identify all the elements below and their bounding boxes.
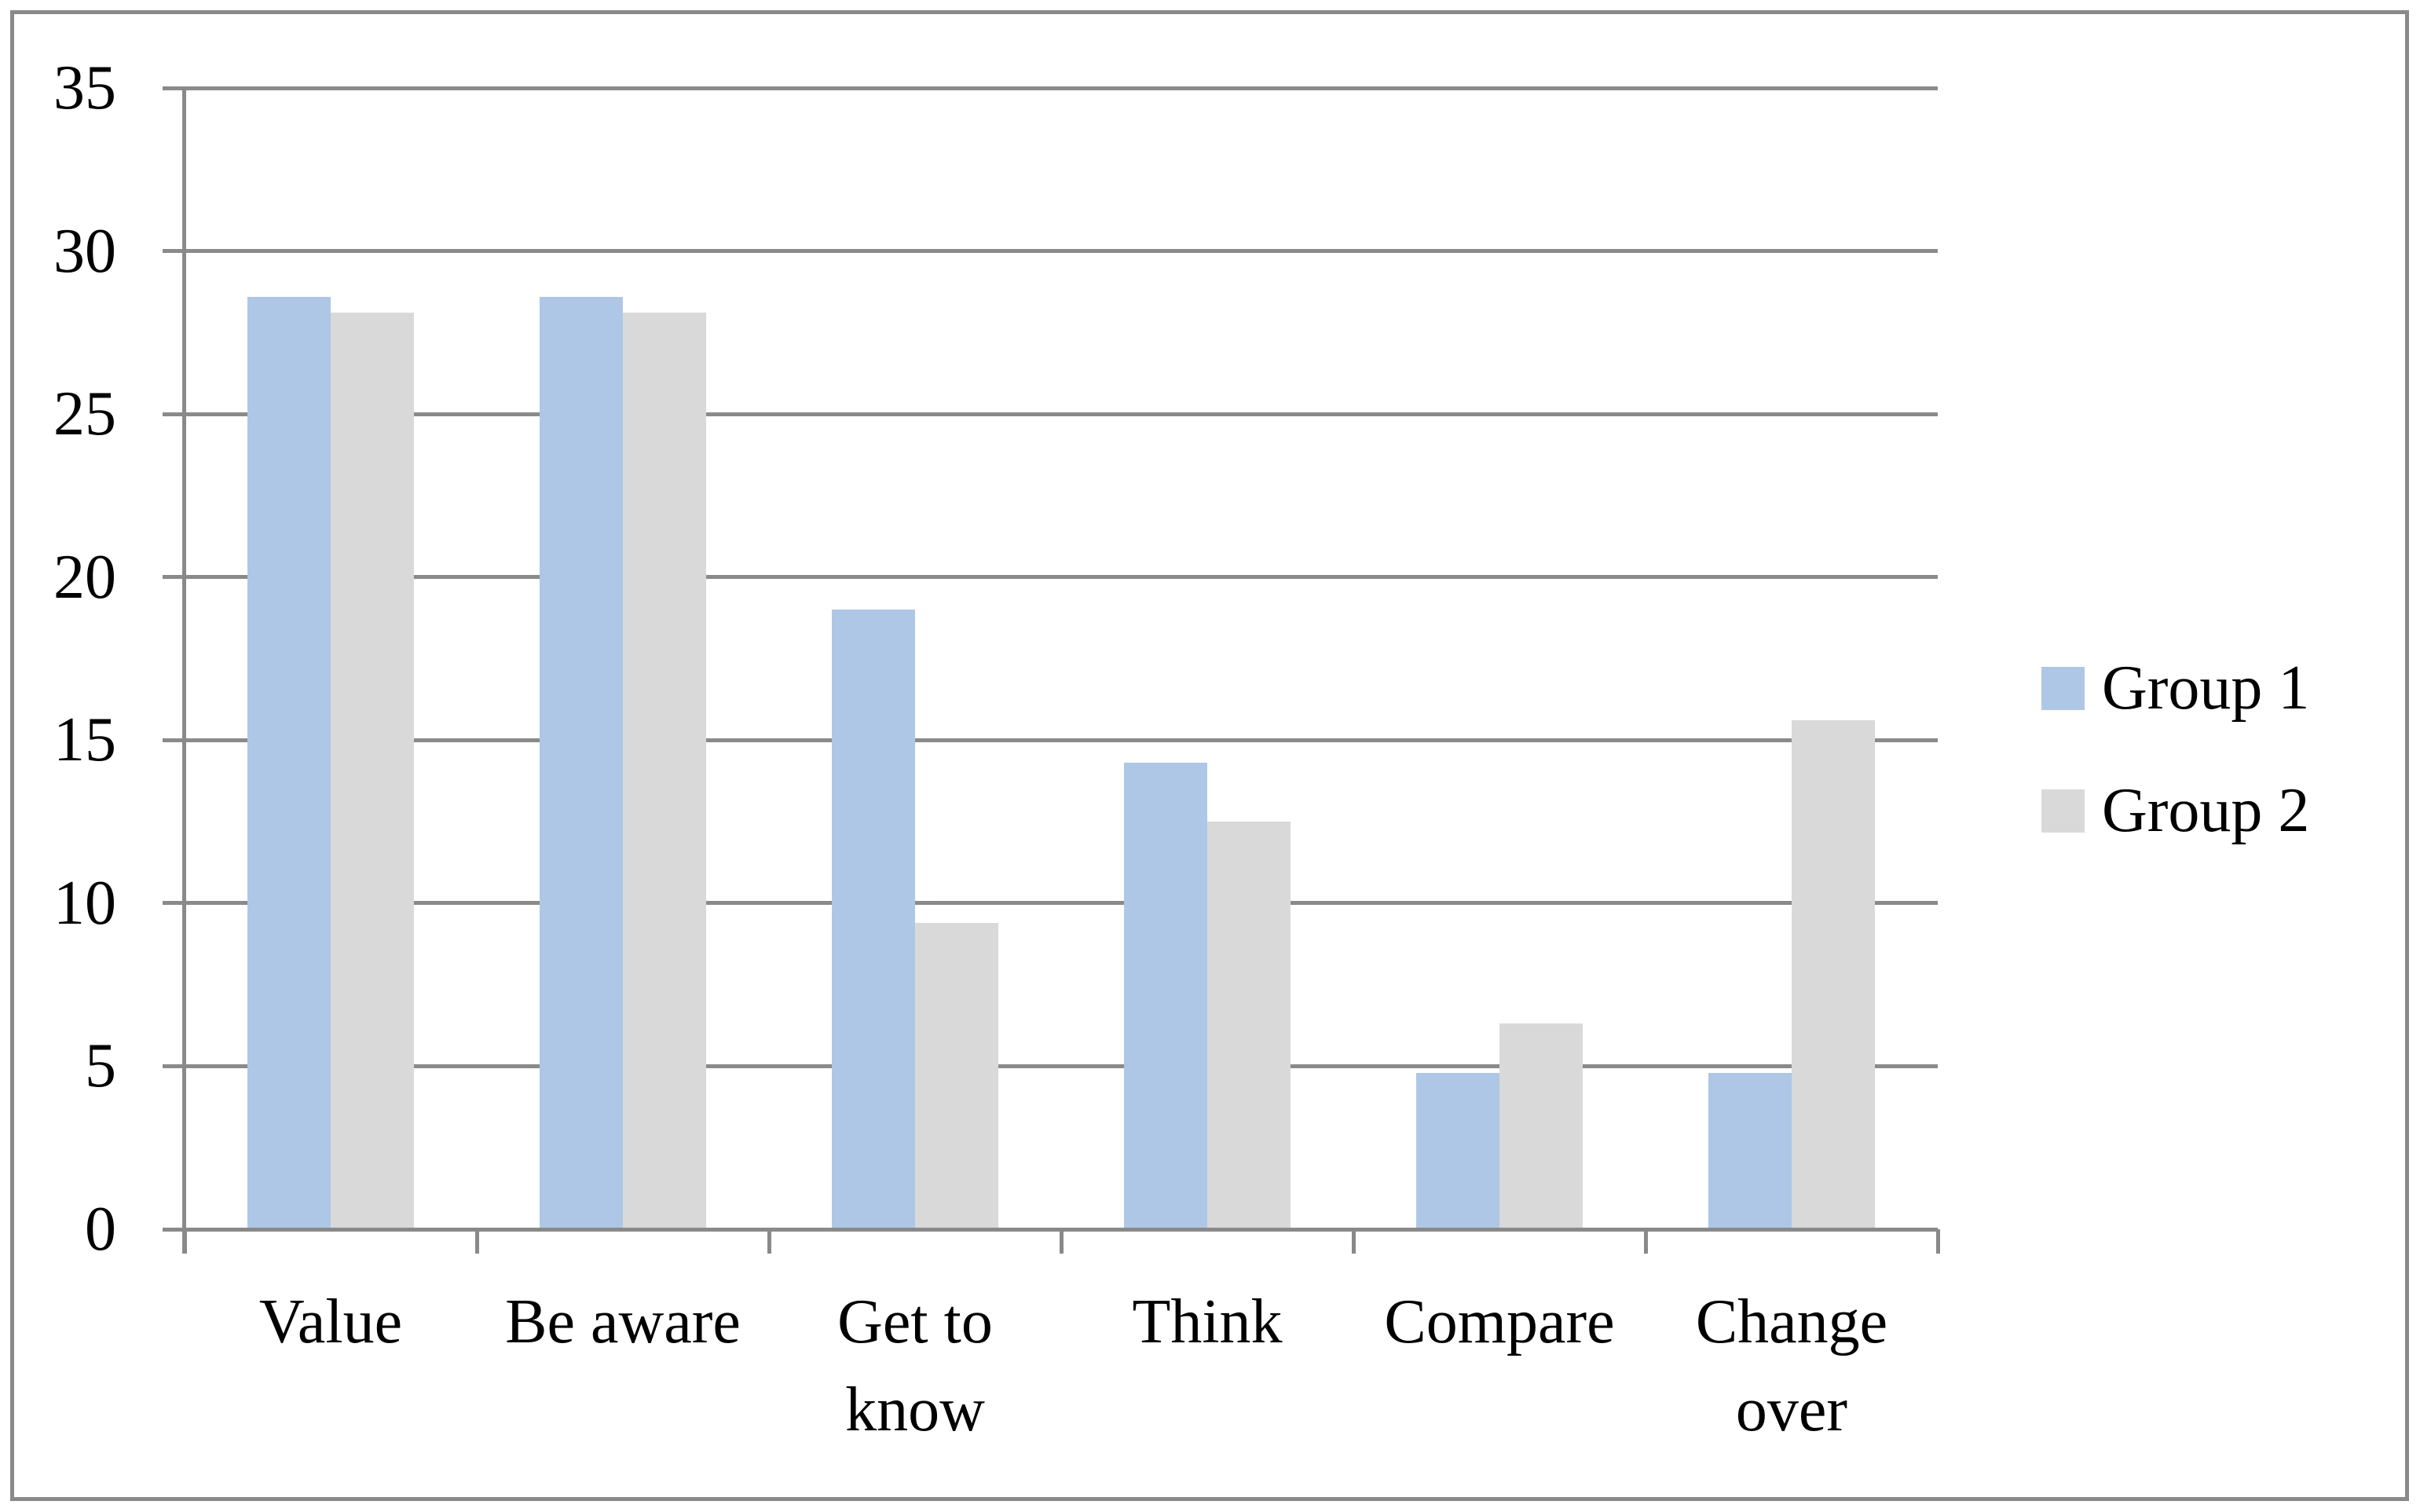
bar-group-1-be-aware [540, 296, 623, 1229]
x-axis-tick-4 [1351, 1229, 1356, 1254]
legend: Group 1 Group 2 [2041, 653, 2387, 847]
y-tick-label-35: 35 [53, 53, 116, 123]
bar-group-2-think [1207, 822, 1291, 1229]
y-tick-label-20: 20 [53, 542, 116, 612]
y-tick-label-30: 30 [53, 216, 116, 286]
gridline-y-15 [163, 738, 1938, 742]
legend-item-group-1: Group 1 [2041, 653, 2310, 723]
gridline-y-35 [163, 86, 1938, 90]
legend-label-group-2: Group 2 [2102, 776, 2310, 845]
gridline-y-5 [163, 1064, 1938, 1068]
x-axis-line [163, 1227, 1938, 1232]
bar-group-1-compare [1416, 1072, 1499, 1229]
x-axis-category-labels: Value Be aware Get to know Think Compare Chan… [185, 1278, 1938, 1482]
legend-label-group-1: Group 1 [2102, 653, 2310, 723]
x-axis-tick-0 [182, 1229, 187, 1254]
gridline-y-20 [163, 575, 1938, 580]
x-category-label-change-over: Change over [1695, 1287, 1888, 1444]
bar-group-2-compare [1499, 1023, 1583, 1229]
bar-group-1-change-over [1708, 1072, 1792, 1229]
bar-group-2-value [331, 313, 414, 1229]
x-axis-tick-1 [474, 1229, 479, 1254]
y-tick-label-15: 15 [53, 705, 116, 775]
x-category-label-get-to-know: Get to know [837, 1287, 993, 1444]
gridline-y-30 [163, 249, 1938, 254]
x-axis-tick-6 [1935, 1229, 1940, 1254]
y-tick-label-25: 25 [53, 379, 116, 449]
y-tick-label-10: 10 [53, 868, 116, 938]
x-category-label-compare: Compare [1384, 1287, 1615, 1356]
gridline-y-25 [163, 412, 1938, 416]
x-axis-tick-2 [767, 1229, 771, 1254]
bar-group-1-value [247, 296, 331, 1229]
plot-area [163, 86, 1940, 1254]
legend-swatch-group-2-icon [2041, 789, 2085, 833]
bar-group-2-get-to-know [915, 922, 998, 1229]
x-category-label-value: Value [258, 1287, 403, 1356]
gridline-y-10 [163, 901, 1938, 906]
y-axis-line [182, 88, 186, 1254]
x-axis-tick-3 [1059, 1229, 1064, 1254]
bar-group-2-be-aware [623, 313, 706, 1229]
y-axis-tick-labels: 0 5 10 15 20 25 30 35 [31, 53, 116, 1264]
bar-group-2-change-over [1792, 720, 1875, 1229]
bar-group-1-think [1124, 763, 1207, 1229]
bar-group-1-get-to-know [832, 610, 915, 1229]
y-tick-label-5: 5 [85, 1031, 116, 1101]
x-category-label-think: Think [1132, 1287, 1283, 1356]
legend-swatch-group-1-icon [2041, 666, 2085, 710]
legend-item-group-2: Group 2 [2041, 776, 2310, 845]
y-tick-label-0: 0 [85, 1195, 116, 1264]
x-axis-tick-5 [1643, 1229, 1648, 1254]
x-category-label-be-aware: Be aware [505, 1287, 741, 1356]
